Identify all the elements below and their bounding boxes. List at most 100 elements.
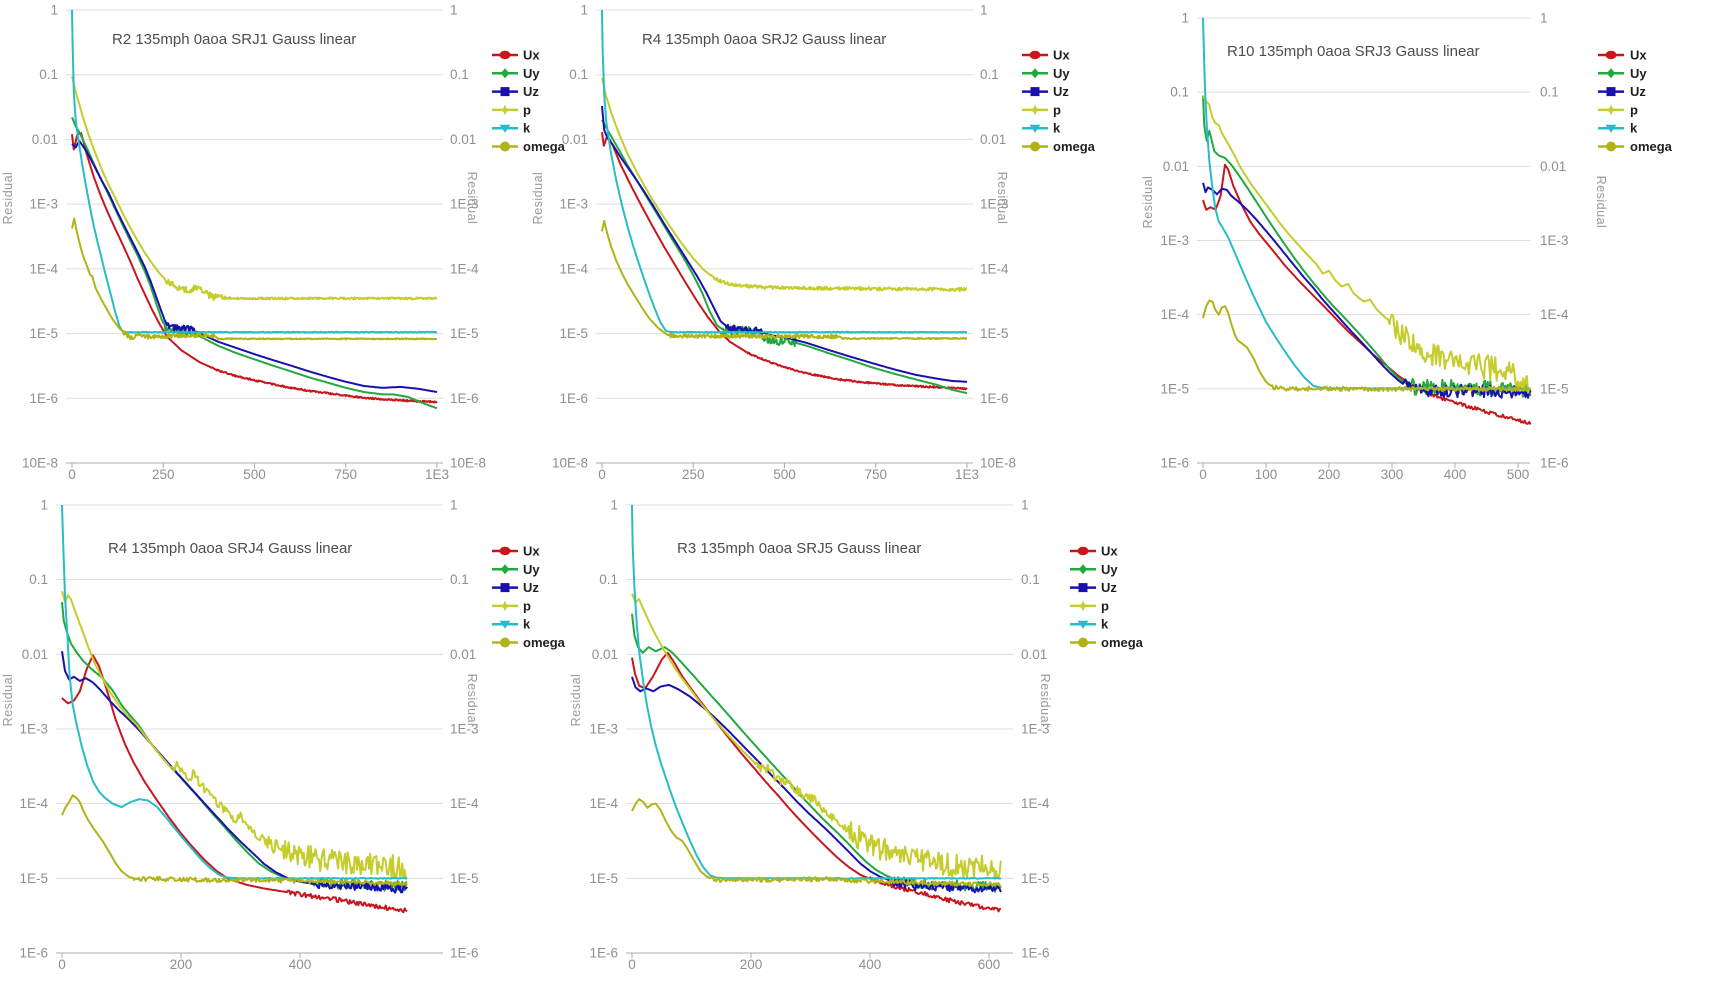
legend-label-k: k bbox=[1053, 121, 1061, 136]
x-tick-label: 500 bbox=[1507, 467, 1530, 482]
legend-marker-square bbox=[500, 87, 510, 97]
x-tick-label: 250 bbox=[152, 467, 175, 482]
legend-marker-triangle-down bbox=[499, 620, 511, 629]
x-tick-label: 1E3 bbox=[425, 467, 449, 482]
series-line-p bbox=[71, 75, 438, 301]
legend-label-omega: omega bbox=[1101, 635, 1144, 650]
y-tick-label-right: 10E-8 bbox=[980, 456, 1016, 471]
legend: Ux Uy Uz pk omega bbox=[1070, 544, 1144, 650]
y-tick-label-right: 1E-4 bbox=[1021, 796, 1050, 811]
legend-marker-diamond bbox=[500, 68, 510, 79]
y-tick-label-left: 1 bbox=[610, 498, 618, 513]
legend-label-Ux: Ux bbox=[1101, 544, 1118, 559]
y-axis-label-right: Residual bbox=[1038, 674, 1052, 727]
y-tick-label-right: 0.01 bbox=[1021, 647, 1047, 662]
y-axis-label-right: Residual bbox=[465, 674, 479, 727]
y-tick-label-right: 1E-6 bbox=[1540, 456, 1569, 471]
series-line-Uy bbox=[71, 116, 438, 410]
y-axis-label-right: Residual bbox=[465, 172, 479, 225]
y-tick-label-left: 1E-5 bbox=[29, 326, 58, 341]
y-tick-label-left: 1 bbox=[580, 3, 588, 18]
y-tick-label-right: 1E-4 bbox=[980, 261, 1009, 276]
legend-label-Uz: Uz bbox=[523, 580, 539, 595]
y-tick-label-left: 1E-6 bbox=[19, 946, 48, 961]
legend-marker-circle bbox=[1077, 546, 1089, 556]
series-line-k bbox=[631, 504, 1002, 880]
y-tick-label-left: 1E-3 bbox=[1160, 233, 1189, 248]
x-tick-label: 1E3 bbox=[955, 467, 979, 482]
series-line-omega bbox=[631, 798, 1001, 888]
y-tick-label-left: 1 bbox=[50, 3, 58, 18]
y-tick-label-right: 1E-3 bbox=[450, 722, 479, 737]
series-line-k bbox=[61, 504, 408, 880]
y-tick-label-left: 0.01 bbox=[592, 647, 618, 662]
legend: Ux Uy Uz pk omega bbox=[1598, 48, 1673, 154]
y-tick-label-left: 1E-5 bbox=[19, 871, 48, 886]
chart-5: 1 1 0.1 0.1 0.01 0.01 1E-3 1E-3 1E-4 1E-4 1E-5 1E-5… bbox=[569, 498, 1144, 973]
y-tick-label-right: 0.1 bbox=[450, 572, 469, 587]
series-line-Uy bbox=[61, 602, 408, 892]
x-tick-label: 400 bbox=[1444, 467, 1467, 482]
chart-2: 1 1 0.1 0.1 0.01 0.01 1E-3 1E-3 1E-4 1E-4 1E-5 1E-5… bbox=[531, 3, 1096, 483]
y-tick-label-right: 1E-6 bbox=[980, 391, 1009, 406]
y-tick-label-right: 0.01 bbox=[450, 647, 476, 662]
series-line-p bbox=[631, 593, 1002, 880]
legend: Ux Uy Uz pk omega bbox=[492, 544, 566, 650]
y-tick-label-right: 1 bbox=[450, 498, 458, 513]
series-line-k bbox=[71, 9, 438, 334]
series-line-Ux bbox=[71, 132, 438, 404]
x-tick-label: 600 bbox=[978, 957, 1001, 972]
legend-marker-star bbox=[1077, 600, 1089, 612]
y-tick-label-left: 1E-6 bbox=[559, 391, 588, 406]
y-tick-label-left: 1E-4 bbox=[559, 261, 588, 276]
x-tick-label: 300 bbox=[1381, 467, 1404, 482]
y-tick-label-right: 1E-3 bbox=[1021, 722, 1050, 737]
series-line-omega bbox=[71, 217, 438, 341]
legend-marker-triangle-down bbox=[1605, 124, 1617, 133]
y-tick-label-right: 0.1 bbox=[1540, 85, 1559, 100]
y-tick-label-left: 1E-3 bbox=[559, 197, 588, 212]
x-tick-label: 400 bbox=[289, 957, 312, 972]
legend-label-p: p bbox=[1053, 102, 1061, 117]
series-line-p bbox=[61, 590, 408, 880]
legend-label-p: p bbox=[523, 102, 531, 117]
legend-marker-dot bbox=[1606, 141, 1616, 152]
x-tick-label: 400 bbox=[859, 957, 882, 972]
y-tick-label-right: 0.1 bbox=[980, 67, 999, 82]
y-tick-label-left: 10E-8 bbox=[552, 456, 588, 471]
y-tick-label-right: 10E-8 bbox=[450, 456, 486, 471]
series-line-Uz bbox=[1202, 182, 1532, 399]
x-tick-label: 0 bbox=[598, 467, 606, 482]
legend-label-k: k bbox=[523, 121, 531, 136]
series-line-Ux bbox=[601, 131, 968, 391]
series-line-Uy bbox=[1202, 95, 1532, 398]
y-axis-label-right: Residual bbox=[995, 172, 1009, 225]
series-line-Uz bbox=[61, 651, 408, 894]
legend-label-Uy: Uy bbox=[523, 562, 540, 577]
x-tick-label: 0 bbox=[58, 957, 66, 972]
y-tick-label-left: 0.01 bbox=[1163, 159, 1189, 174]
x-tick-label: 750 bbox=[864, 467, 887, 482]
y-tick-label-left: 0.01 bbox=[32, 132, 58, 147]
series-line-Uz bbox=[631, 676, 1002, 894]
legend-marker-diamond bbox=[1078, 564, 1088, 575]
legend-label-p: p bbox=[1630, 102, 1638, 117]
legend-label-omega: omega bbox=[523, 139, 566, 154]
y-tick-label-right: 1E-4 bbox=[450, 796, 479, 811]
y-tick-label-left: 1E-4 bbox=[1160, 307, 1189, 322]
x-tick-label: 0 bbox=[628, 957, 636, 972]
y-tick-label-right: 0.01 bbox=[1540, 159, 1566, 174]
legend: Ux Uy Uz pk omega bbox=[492, 48, 566, 154]
y-tick-label-left: 1E-3 bbox=[29, 197, 58, 212]
legend-marker-diamond bbox=[500, 564, 510, 575]
series-line-omega bbox=[61, 794, 408, 886]
y-tick-label-left: 0.01 bbox=[562, 132, 588, 147]
y-tick-label-left: 1E-4 bbox=[19, 796, 48, 811]
y-tick-label-left: 1E-6 bbox=[29, 391, 58, 406]
y-tick-label-left: 0.01 bbox=[22, 647, 48, 662]
legend-marker-dot bbox=[500, 141, 510, 152]
legend-label-Uz: Uz bbox=[1053, 84, 1069, 99]
legend-marker-circle bbox=[1029, 50, 1041, 60]
legend-label-omega: omega bbox=[1630, 139, 1673, 154]
